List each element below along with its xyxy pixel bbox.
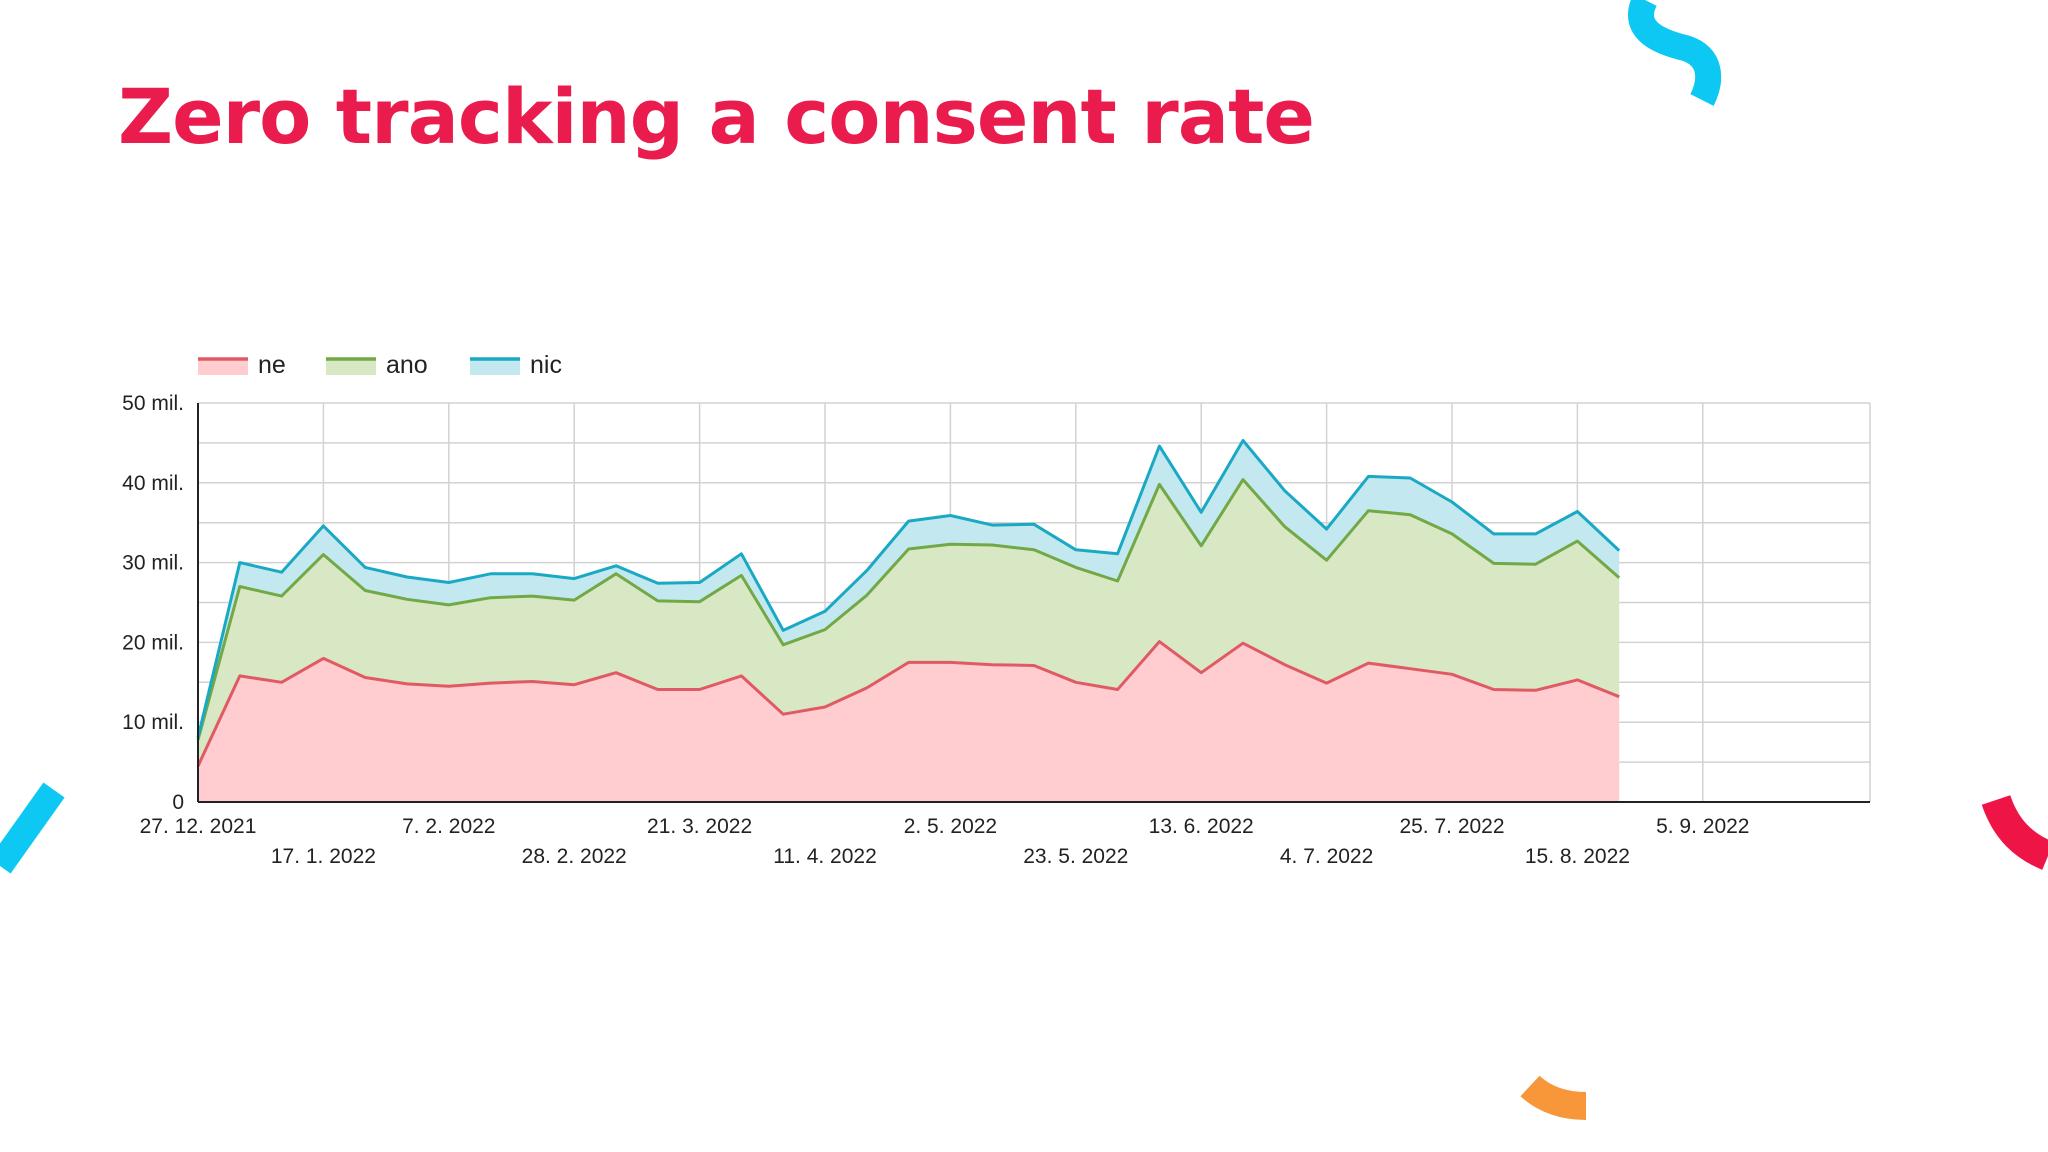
line-ne [196, 640, 1620, 767]
red-curve-right [1981, 794, 2048, 870]
x-tick-label: 23. 5. 2022 [1023, 845, 1128, 868]
orange-arc-bottom [1520, 1075, 1587, 1120]
y-tick-label: 50 mil. [122, 392, 184, 415]
x-tick-label: 27. 12. 2021 [140, 815, 257, 838]
y-axis-tick-labels: 0 10 mil. 20 mil. 30 mil. 40 mil. 50 mil. [122, 392, 184, 814]
x-tick-label: 2. 5. 2022 [904, 815, 997, 838]
x-tick-label: 11. 4. 2022 [773, 845, 877, 868]
legend-swatch [470, 358, 520, 375]
line-nic [196, 439, 1621, 738]
axes [197, 403, 1870, 803]
x-axis-tick-labels: 27. 12. 2021 17. 1. 2022 7. 2. 2022 28. 2. … [140, 815, 1750, 868]
line-ano [196, 478, 1621, 741]
legend-label: ne [258, 351, 286, 379]
slide-title: Zero tracking a consent rate [118, 72, 1315, 161]
y-tick-label: 0 [172, 791, 184, 814]
area-ne [198, 641, 1620, 802]
y-tick-label: 30 mil. [122, 552, 184, 575]
legend-label: ano [386, 351, 428, 379]
y-tick-label: 40 mil. [122, 472, 184, 495]
legend-label: nic [530, 351, 562, 379]
x-tick-label: 15. 8. 2022 [1525, 845, 1630, 868]
x-tick-label: 4. 7. 2022 [1280, 845, 1373, 868]
series-lines [196, 439, 1621, 767]
legend-swatch [198, 358, 248, 375]
x-tick-label: 13. 6. 2022 [1149, 815, 1254, 838]
series-areas [198, 440, 1620, 802]
x-tick-label: 5. 9. 2022 [1656, 815, 1749, 838]
x-tick-label: 28. 2. 2022 [522, 845, 627, 868]
legend: ne ano nic [198, 351, 562, 379]
y-tick-label: 20 mil. [122, 631, 184, 654]
cyan-squiggle-top-right [1628, 0, 1722, 106]
cyan-bar-left [0, 782, 65, 874]
area-nic [198, 440, 1620, 740]
y-tick-label: 10 mil. [122, 711, 184, 734]
legend-item-ne: ne [198, 351, 286, 379]
x-tick-label: 25. 7. 2022 [1399, 815, 1504, 838]
x-tick-label: 7. 2. 2022 [402, 815, 495, 838]
x-tick-label: 17. 1. 2022 [271, 845, 376, 868]
legend-item-nic: nic [470, 351, 562, 379]
legend-item-ano: ano [326, 351, 428, 379]
x-tick-label: 21. 3. 2022 [647, 815, 752, 838]
area-ano [198, 479, 1620, 767]
legend-swatch [326, 358, 376, 375]
